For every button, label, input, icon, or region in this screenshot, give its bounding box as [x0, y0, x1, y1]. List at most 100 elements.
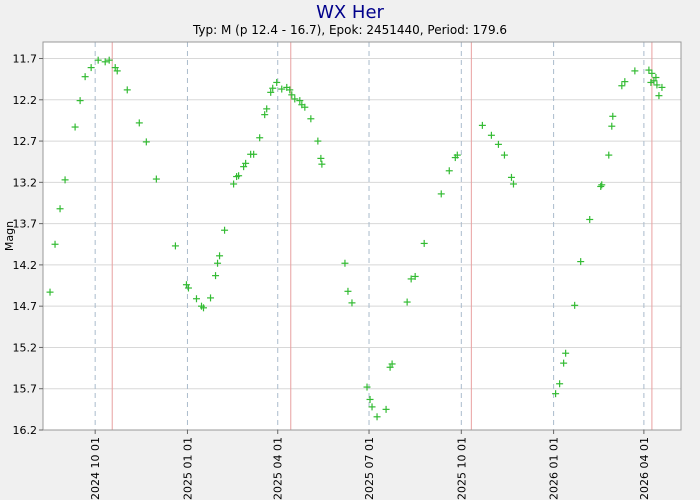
data-point [645, 66, 653, 74]
data-point [348, 299, 356, 307]
data-point [273, 78, 281, 86]
data-point [286, 86, 294, 94]
x-tick-label: 2025 07 01 [363, 437, 376, 500]
data-point [373, 413, 381, 421]
data-point [577, 258, 585, 266]
data-point [648, 69, 656, 77]
y-tick-label: 14.7 [13, 300, 38, 313]
data-point [81, 73, 89, 81]
data-point [420, 239, 428, 247]
data-point [437, 190, 445, 198]
data-point [269, 84, 277, 92]
data-point [221, 226, 229, 234]
data-point [123, 86, 131, 94]
data-point [552, 390, 560, 398]
data-point [184, 284, 192, 292]
data-point [76, 97, 84, 105]
data-point [317, 154, 325, 162]
data-point [288, 91, 296, 99]
data-point [291, 95, 299, 103]
data-point [653, 81, 661, 89]
y-tick-label: 11.7 [13, 53, 38, 66]
y-axis-label: Magn [3, 221, 16, 251]
x-tick-label: 2025 10 01 [455, 437, 468, 500]
x-tick-label: 2026 04 01 [638, 437, 651, 500]
data-point [388, 360, 396, 368]
data-point [235, 172, 243, 180]
data-point [382, 405, 390, 413]
data-point [621, 78, 629, 86]
data-point [658, 83, 666, 91]
data-point [560, 359, 568, 367]
data-point [200, 304, 208, 312]
chart-subtitle: Typ: M (p 12.4 - 16.7), Epok: 2451440, P… [192, 23, 507, 37]
data-point [453, 151, 461, 159]
y-tick-label: 15.2 [13, 341, 38, 354]
data-points [46, 56, 666, 421]
data-point [509, 180, 517, 188]
data-point [214, 259, 222, 267]
x-tick-label: 2026 01 01 [548, 437, 561, 500]
data-point [314, 137, 322, 145]
data-point [61, 176, 69, 184]
data-point [171, 242, 179, 250]
data-point [318, 160, 326, 168]
data-point [597, 182, 605, 190]
data-point [94, 56, 102, 64]
data-point [307, 115, 315, 123]
data-point [56, 205, 64, 213]
data-point [598, 181, 606, 189]
data-point [46, 288, 54, 296]
data-point [263, 105, 271, 113]
data-point [445, 167, 453, 175]
data-point [609, 112, 617, 120]
data-point [562, 349, 570, 357]
data-point [500, 151, 508, 159]
data-point [647, 78, 655, 86]
data-point [368, 403, 376, 411]
data-point [71, 123, 79, 131]
plot-frame [42, 41, 682, 431]
data-point [230, 180, 238, 188]
data-point [571, 301, 579, 309]
data-point [507, 173, 515, 181]
data-point [586, 215, 594, 223]
data-point [216, 252, 224, 260]
data-point [618, 82, 626, 90]
x-tick-label: 2024 10 01 [89, 437, 102, 500]
data-point [407, 275, 415, 283]
data-point [605, 151, 613, 159]
y-tick-label: 15.7 [13, 383, 38, 396]
data-point [87, 64, 95, 72]
x-tick-label: 2025 04 01 [272, 437, 285, 500]
data-point [101, 58, 109, 66]
date-reference-lines [94, 42, 653, 430]
data-point [207, 294, 215, 302]
data-point [608, 122, 616, 130]
x-axis: 2024 10 01 2025 01 01 2025 04 01 2025 07 01… [89, 430, 651, 500]
data-point [478, 121, 486, 129]
data-point [494, 140, 502, 148]
plot-area [43, 42, 681, 430]
data-point [411, 272, 419, 280]
data-point [366, 395, 374, 403]
y-tick-label: 12.2 [13, 94, 38, 107]
data-point [267, 88, 275, 96]
data-point [192, 295, 200, 303]
x-tick-label: 2025 01 01 [181, 437, 194, 500]
data-point [152, 175, 160, 183]
data-point [296, 97, 304, 105]
data-point [278, 85, 286, 93]
data-point [105, 56, 113, 64]
data-point [363, 383, 371, 391]
y-tick-label: 13.7 [13, 218, 38, 231]
chart-title: WX Her [316, 2, 384, 23]
data-point [403, 298, 411, 306]
data-point [487, 131, 495, 139]
data-point [652, 73, 660, 81]
data-point [212, 272, 220, 280]
data-point [256, 134, 264, 142]
data-point [250, 150, 258, 158]
